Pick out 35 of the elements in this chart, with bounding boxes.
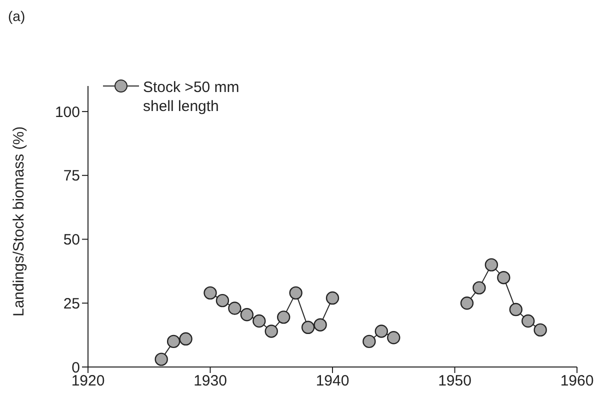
x-tick-label: 1960 bbox=[560, 372, 594, 390]
y-tick-label: 50 bbox=[63, 232, 80, 249]
point bbox=[362, 334, 376, 348]
point bbox=[166, 334, 180, 348]
point bbox=[179, 332, 192, 346]
point bbox=[472, 281, 486, 294]
point bbox=[204, 286, 217, 300]
point bbox=[460, 296, 474, 310]
x-tick-label: 1940 bbox=[316, 372, 350, 390]
point bbox=[216, 294, 230, 308]
point bbox=[509, 302, 522, 316]
point bbox=[387, 331, 400, 344]
point bbox=[522, 314, 535, 328]
point bbox=[277, 310, 290, 324]
point bbox=[154, 352, 168, 366]
point bbox=[252, 314, 266, 328]
point bbox=[301, 320, 315, 334]
y-tick-label: 100 bbox=[54, 104, 80, 121]
x-tick-label: 1950 bbox=[438, 372, 472, 390]
point bbox=[326, 291, 340, 305]
point bbox=[314, 318, 327, 332]
point bbox=[497, 270, 510, 284]
point bbox=[228, 302, 242, 315]
y-tick-label: 75 bbox=[63, 168, 80, 185]
point bbox=[484, 258, 498, 272]
y-tick-label: 25 bbox=[63, 295, 80, 312]
point bbox=[289, 286, 302, 300]
x-tick-label: 1930 bbox=[194, 372, 227, 390]
y-axis-title: Landings/Stock biomass (%) bbox=[10, 126, 28, 316]
point bbox=[534, 323, 547, 337]
chart-title: (a) bbox=[8, 8, 26, 24]
point bbox=[374, 324, 388, 338]
point bbox=[264, 324, 278, 338]
legend-label: Stock >50 mm shell length bbox=[143, 78, 240, 116]
point bbox=[240, 308, 254, 322]
